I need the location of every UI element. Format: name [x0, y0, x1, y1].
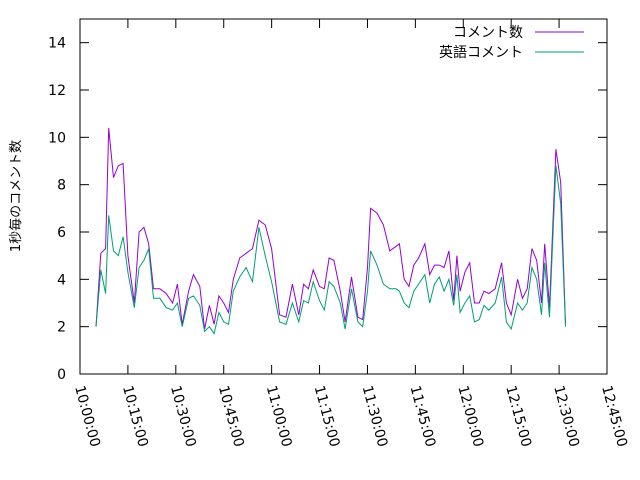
x-tick-label: 11:00:00 [263, 384, 295, 449]
y-tick-label: 14 [48, 36, 66, 52]
x-tick-label: 12:45:00 [598, 384, 630, 449]
series-line-2 [95, 165, 566, 336]
x-tick-label: 10:45:00 [215, 384, 247, 449]
y-tick-label: 12 [48, 83, 66, 99]
x-tick-label: 12:15:00 [502, 384, 534, 449]
x-axis-ticks: 10:00:00 10:15:00 10:30:00 10:45:00 11:00:00… [71, 19, 630, 449]
series-lines [95, 127, 566, 336]
legend-label: コメント数 [453, 25, 523, 41]
x-tick-label: 11:45:00 [406, 384, 438, 449]
y-tick-label: 0 [57, 367, 66, 383]
y-tick-label: 4 [57, 272, 66, 288]
plot-area [79, 18, 608, 375]
y-axis-ticks: 0 2 4 6 8 10 12 14 [48, 36, 607, 383]
legend-label: 英語コメント [439, 44, 523, 61]
x-tick-label: 11:30:00 [359, 384, 391, 449]
x-tick-label: 12:00:00 [454, 384, 486, 449]
x-tick-label: 10:00:00 [71, 384, 103, 449]
x-tick-label: 10:15:00 [119, 384, 151, 449]
series-line-1 [95, 127, 566, 330]
y-tick-label: 10 [48, 130, 66, 146]
y-axis-label: 1秒毎のコメント数 [8, 140, 24, 252]
x-tick-label: 11:15:00 [311, 384, 343, 449]
y-tick-label: 8 [57, 178, 66, 194]
y-tick-label: 2 [57, 320, 66, 336]
y-tick-label: 6 [57, 225, 66, 241]
x-tick-label: 12:30:00 [550, 384, 582, 449]
x-tick-label: 10:30:00 [167, 384, 199, 449]
